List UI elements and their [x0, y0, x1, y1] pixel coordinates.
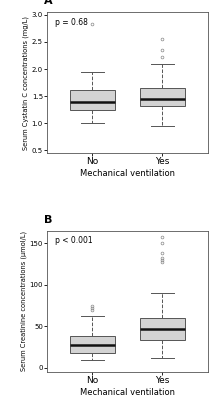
PathPatch shape: [70, 336, 115, 353]
Text: p = 0.68: p = 0.68: [55, 18, 88, 27]
X-axis label: Mechanical ventilation: Mechanical ventilation: [80, 388, 175, 397]
Text: B: B: [44, 215, 52, 225]
X-axis label: Mechanical ventilation: Mechanical ventilation: [80, 169, 175, 178]
PathPatch shape: [140, 318, 185, 340]
PathPatch shape: [70, 90, 115, 110]
Y-axis label: Serum Cystatin C concentrations (mg/L): Serum Cystatin C concentrations (mg/L): [22, 16, 29, 150]
PathPatch shape: [140, 88, 185, 106]
Text: A: A: [44, 0, 52, 6]
Text: p < 0.001: p < 0.001: [55, 236, 93, 246]
Y-axis label: Serum Creatinine concentrations (μmol/L): Serum Creatinine concentrations (μmol/L): [20, 231, 27, 372]
